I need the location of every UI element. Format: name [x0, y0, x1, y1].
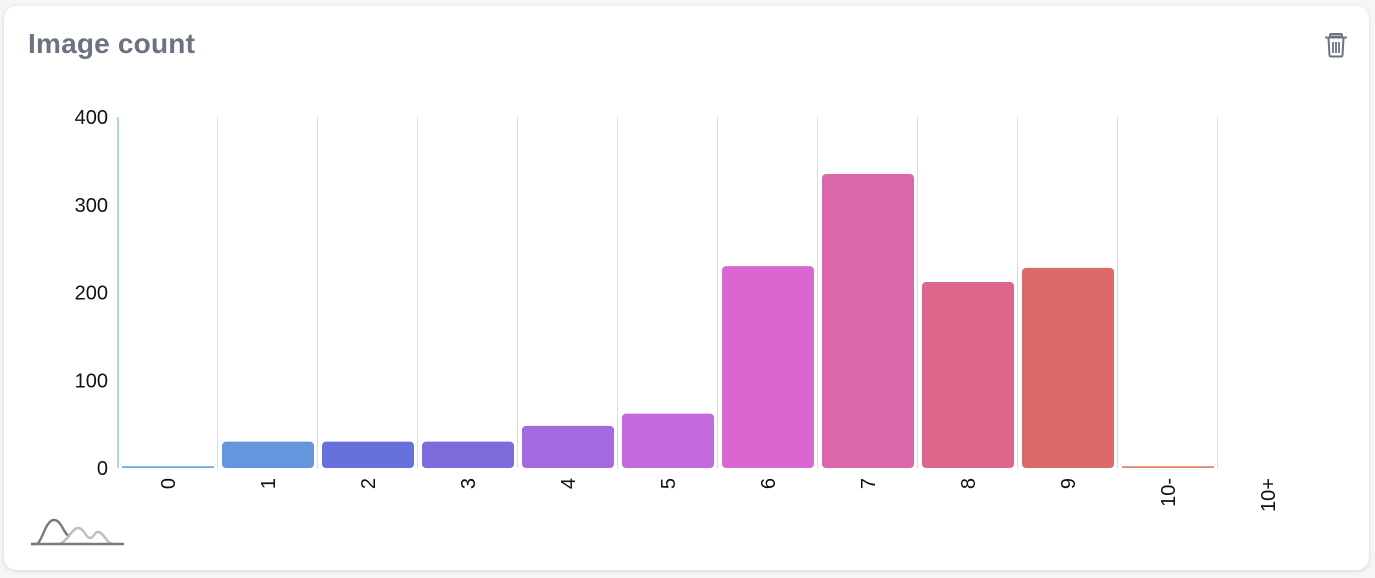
distribution-toggle-icon — [31, 518, 124, 546]
bar-5[interactable] — [622, 413, 714, 468]
grid-layer — [117, 117, 1218, 468]
bar-3[interactable] — [422, 441, 514, 468]
x-tick-label: 8 — [958, 478, 980, 489]
x-tick-label: 9 — [1058, 478, 1080, 489]
x-tick-label: 2 — [358, 478, 380, 489]
bar-0[interactable] — [122, 466, 214, 468]
x-tick-label: 1 — [258, 478, 280, 489]
bar-7[interactable] — [822, 174, 914, 468]
distribution-toggle-button[interactable] — [28, 514, 128, 550]
x-tick-label: 10+ — [1258, 478, 1280, 512]
bar-6[interactable] — [722, 266, 814, 468]
y-tick-label: 100 — [75, 370, 108, 392]
x-tick-label: 3 — [458, 478, 480, 489]
y-tick-label: 200 — [75, 283, 108, 305]
y-tick-label: 300 — [75, 195, 108, 217]
bar-8[interactable] — [922, 281, 1014, 468]
y-tick-label: 0 — [97, 458, 108, 480]
bar-9[interactable] — [1022, 267, 1114, 468]
bar-4[interactable] — [522, 425, 614, 468]
x-axis-ticks: 0 1 2 3 4 5 6 7 8 9 10- 10+ — [158, 478, 1280, 512]
y-tick-label: 400 — [75, 107, 108, 129]
image-count-card: Image count — [4, 6, 1369, 570]
bar-layer — [122, 174, 1214, 468]
x-tick-label: 0 — [158, 478, 180, 489]
x-tick-label: 10- — [1158, 478, 1180, 507]
bar-2[interactable] — [322, 441, 414, 468]
bar-10-[interactable] — [1122, 466, 1214, 468]
x-tick-label: 4 — [558, 478, 580, 489]
x-tick-label: 5 — [658, 478, 680, 489]
card-title: Image count — [28, 28, 196, 59]
delete-button[interactable] — [1321, 30, 1351, 60]
bar-1[interactable] — [222, 441, 314, 468]
x-tick-label: 7 — [858, 478, 880, 489]
trash-icon — [1325, 33, 1347, 58]
y-axis-ticks: 0 100 200 300 400 — [75, 107, 108, 480]
x-tick-label: 6 — [758, 478, 780, 489]
